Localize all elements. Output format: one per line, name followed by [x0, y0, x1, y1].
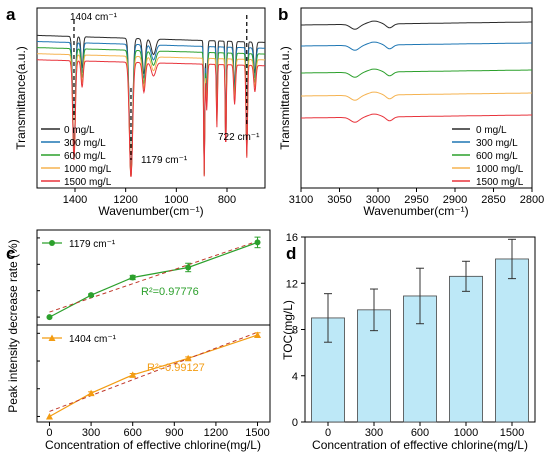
panel-b-axes: 3100 3050 3000 2950 2900 2850 2800	[289, 188, 544, 206]
panel-label-d: d	[286, 244, 296, 263]
panel-label-c: c	[6, 244, 15, 263]
panel-b-xtick-label: 3000	[366, 194, 390, 206]
panel-d-ytick-label: 16	[286, 232, 298, 244]
data-point	[46, 314, 53, 321]
spectrum-line-b-3	[301, 91, 532, 101]
fit-line-1	[49, 331, 258, 412]
panel-c-bottom-frame	[36, 324, 271, 423]
panel-a-axes: 1400 1200 1000 800	[63, 188, 236, 206]
panel-d-xtick-label: 1000	[454, 427, 478, 439]
panel-c-xlabel: Concentration of effective chlorine(mg/L…	[45, 438, 261, 452]
panel-d-xtick-label: 600	[411, 427, 429, 439]
bar	[495, 258, 529, 423]
panel-b-xtick-label: 3100	[289, 194, 313, 206]
r2-label: R²=0.97776	[141, 286, 199, 298]
panel-c-xtick-label: 1200	[204, 427, 228, 439]
panel-label-b: b	[278, 5, 288, 24]
data-point	[87, 389, 95, 397]
panel-b-xtick-label: 2900	[443, 194, 467, 206]
legend-label: 0 mg/L	[64, 125, 95, 136]
panel-d-xtick-label: 300	[365, 427, 383, 439]
fit-line-0	[49, 240, 258, 313]
legend-label: 1000 mg/L	[476, 164, 524, 175]
spectrum-line-b-1	[301, 41, 532, 51]
panel-label-a: a	[6, 5, 16, 24]
series-line-1	[49, 334, 258, 418]
spectrum-line-a-4	[37, 59, 265, 177]
panel-b-xtick-label: 2800	[520, 194, 544, 206]
legend-label: 300 mg/L	[476, 138, 518, 149]
panel-b-xtick-label: 3050	[327, 194, 351, 206]
panel-a-xlabel: Wavenumber(cm⁻¹)	[98, 204, 203, 218]
legend-label: 1000 mg/L	[64, 164, 112, 175]
r2-label: R²=0.99127	[147, 362, 205, 374]
panel-c-xtick-label: 1500	[245, 427, 269, 439]
legend-label: 0 mg/L	[476, 125, 507, 136]
bar	[449, 275, 483, 423]
panel-a-frame	[36, 7, 266, 189]
data-point	[129, 274, 136, 281]
panel-d-ytick-label: 0	[292, 417, 298, 429]
annotation-722: 722 cm⁻¹	[218, 132, 260, 143]
panel-d-xlabel: Concentration of effective chlorine(mg/L…	[312, 438, 528, 452]
series-line-0	[49, 241, 258, 318]
panel-d-xtick-label: 1500	[500, 427, 524, 439]
panel-d-ytick-label: 4	[292, 371, 298, 383]
data-point	[254, 331, 262, 338]
panel-c-xtick-label: 900	[165, 427, 183, 439]
panel-d-ytick-label: 8	[292, 325, 298, 337]
annotation-1404: 1404 cm⁻¹	[70, 12, 118, 23]
legend-label: 1500 mg/L	[476, 177, 524, 188]
panel-b-xtick-label: 2950	[404, 194, 428, 206]
data-point	[129, 371, 137, 378]
legend-label: 1404 cm⁻¹	[69, 334, 117, 345]
panel-c-xtick-label: 600	[124, 427, 142, 439]
legend-label: 1500 mg/L	[64, 177, 112, 188]
data-point	[45, 412, 53, 420]
spectrum-line-b-2	[301, 68, 532, 78]
panel-b-legend: 0 mg/L 300 mg/L 600 mg/L 1000 mg/L 1500 mg/L	[452, 125, 524, 188]
panel-c-xtick-label: 0	[46, 427, 52, 439]
panel-a-xtick-label: 1200	[113, 194, 137, 206]
panel-a-annotations: 1404 cm⁻¹ 1179 cm⁻¹ 722 cm⁻¹	[70, 12, 260, 166]
data-point	[184, 354, 192, 362]
panel-a-xtick-label: 1400	[63, 194, 87, 206]
panel-b-spectra	[301, 20, 532, 123]
legend-label: 600 mg/L	[64, 151, 106, 162]
panel-d-plot: 0 300 600 1000 1500 0 4 8 12 16	[286, 232, 529, 439]
data-point	[185, 264, 192, 271]
panel-b-ylabel: Transmittance(a.u.)	[278, 46, 292, 150]
spectrum-line-b-0	[301, 20, 532, 30]
annotation-1179: 1179 cm⁻¹	[141, 155, 188, 166]
panel-b-xtick-label: 2850	[481, 194, 505, 206]
panel-c-ylabel: Peak intensity decrease rate (%)	[6, 239, 20, 412]
legend-marker	[49, 240, 55, 246]
data-point	[88, 292, 95, 299]
legend-label: 300 mg/L	[64, 138, 106, 149]
legend-label: 1179 cm⁻¹	[69, 239, 116, 250]
panel-a-xtick-label: 1000	[164, 194, 188, 206]
panel-b-xlabel: Wavenumber(cm⁻¹)	[363, 204, 468, 218]
panel-d-xtick-label: 0	[325, 427, 331, 439]
legend-marker	[48, 334, 56, 341]
panel-a-spectra	[37, 34, 266, 177]
panel-c-plot: 1179 cm⁻¹ R²=0.97776 1404 cm⁻¹ R²=0.99127 0 3…	[37, 236, 270, 439]
panel-a-legend: 0 mg/L 300 mg/L 600 mg/L 1000 mg/L 1500 mg/L	[41, 125, 112, 188]
legend-label: 600 mg/L	[476, 151, 518, 162]
data-point	[254, 239, 261, 246]
panel-d-ytick-label: 12	[286, 278, 298, 290]
panel-d-ylabel: TOC(mg/L)	[281, 300, 295, 360]
spectrum-line-b-4	[301, 113, 532, 123]
panel-a-ylabel: Transmittance(a.u.)	[14, 46, 28, 150]
panel-c-xtick-label: 300	[82, 427, 100, 439]
panel-a-xtick-label: 800	[218, 194, 236, 206]
